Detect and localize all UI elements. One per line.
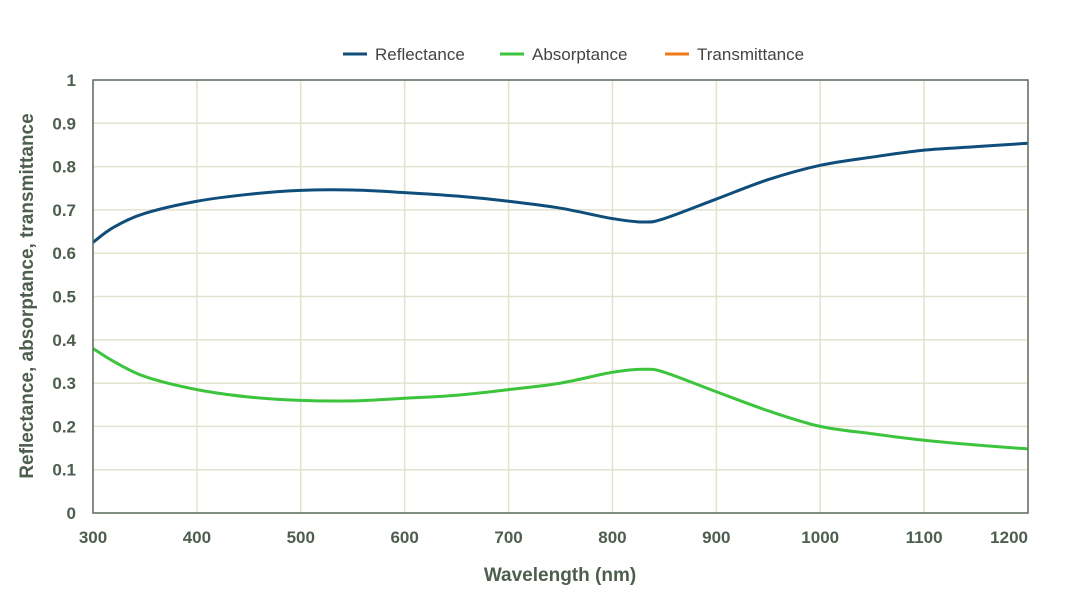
y-tick-label: 1: [67, 71, 76, 90]
plot-border: [92, 79, 1029, 514]
x-tick-label: 700: [494, 528, 522, 547]
y-tick-labels: 0 0.1 0.2 0.3 0.4 0.5 0.6 0.7 0.8 0.9 1: [52, 71, 76, 523]
y-tick-label: 0.5: [52, 288, 76, 307]
legend: Reflectance Absorptance Transmittance: [343, 45, 804, 64]
x-tick-label: 1100: [906, 528, 943, 547]
x-tick-label: 900: [702, 528, 730, 547]
y-tick-label: 0.2: [52, 417, 76, 436]
y-tick-label: 0.1: [52, 461, 76, 480]
legend-label: Absorptance: [532, 45, 627, 64]
y-tick-label: 0.9: [52, 114, 76, 133]
x-tick-label: 1200: [990, 528, 1028, 547]
legend-label: Transmittance: [697, 45, 804, 64]
legend-item-absorptance: Absorptance: [500, 45, 627, 64]
series-lines: [92, 141, 1029, 451]
y-tick-label: 0.7: [52, 201, 76, 220]
x-tick-label: 400: [183, 528, 211, 547]
series-line-reflectance: [92, 141, 1029, 244]
legend-item-reflectance: Reflectance: [343, 45, 465, 64]
legend-item-transmittance: Transmittance: [665, 45, 804, 64]
x-tick-label: 300: [79, 528, 107, 547]
x-tick-labels: 300 400 500 600 700 800 900 1000 1100 1200: [79, 528, 1028, 547]
y-tick-label: 0.4: [52, 331, 76, 350]
x-tick-label: 600: [390, 528, 418, 547]
x-tick-label: 500: [287, 528, 315, 547]
x-tick-label: 800: [598, 528, 626, 547]
y-tick-label: 0.6: [52, 244, 76, 263]
y-axis-label: Reflectance, absorptance, transmittance: [17, 113, 38, 478]
y-tick-label: 0: [67, 504, 76, 523]
y-tick-label: 0.3: [52, 374, 76, 393]
y-tick-label: 0.8: [52, 158, 76, 177]
grid: [92, 79, 1029, 514]
x-tick-label: 1000: [801, 528, 839, 547]
x-axis-label: Wavelength (nm): [484, 565, 636, 586]
legend-label: Reflectance: [375, 45, 465, 64]
series-line-absorptance: [92, 347, 1029, 451]
